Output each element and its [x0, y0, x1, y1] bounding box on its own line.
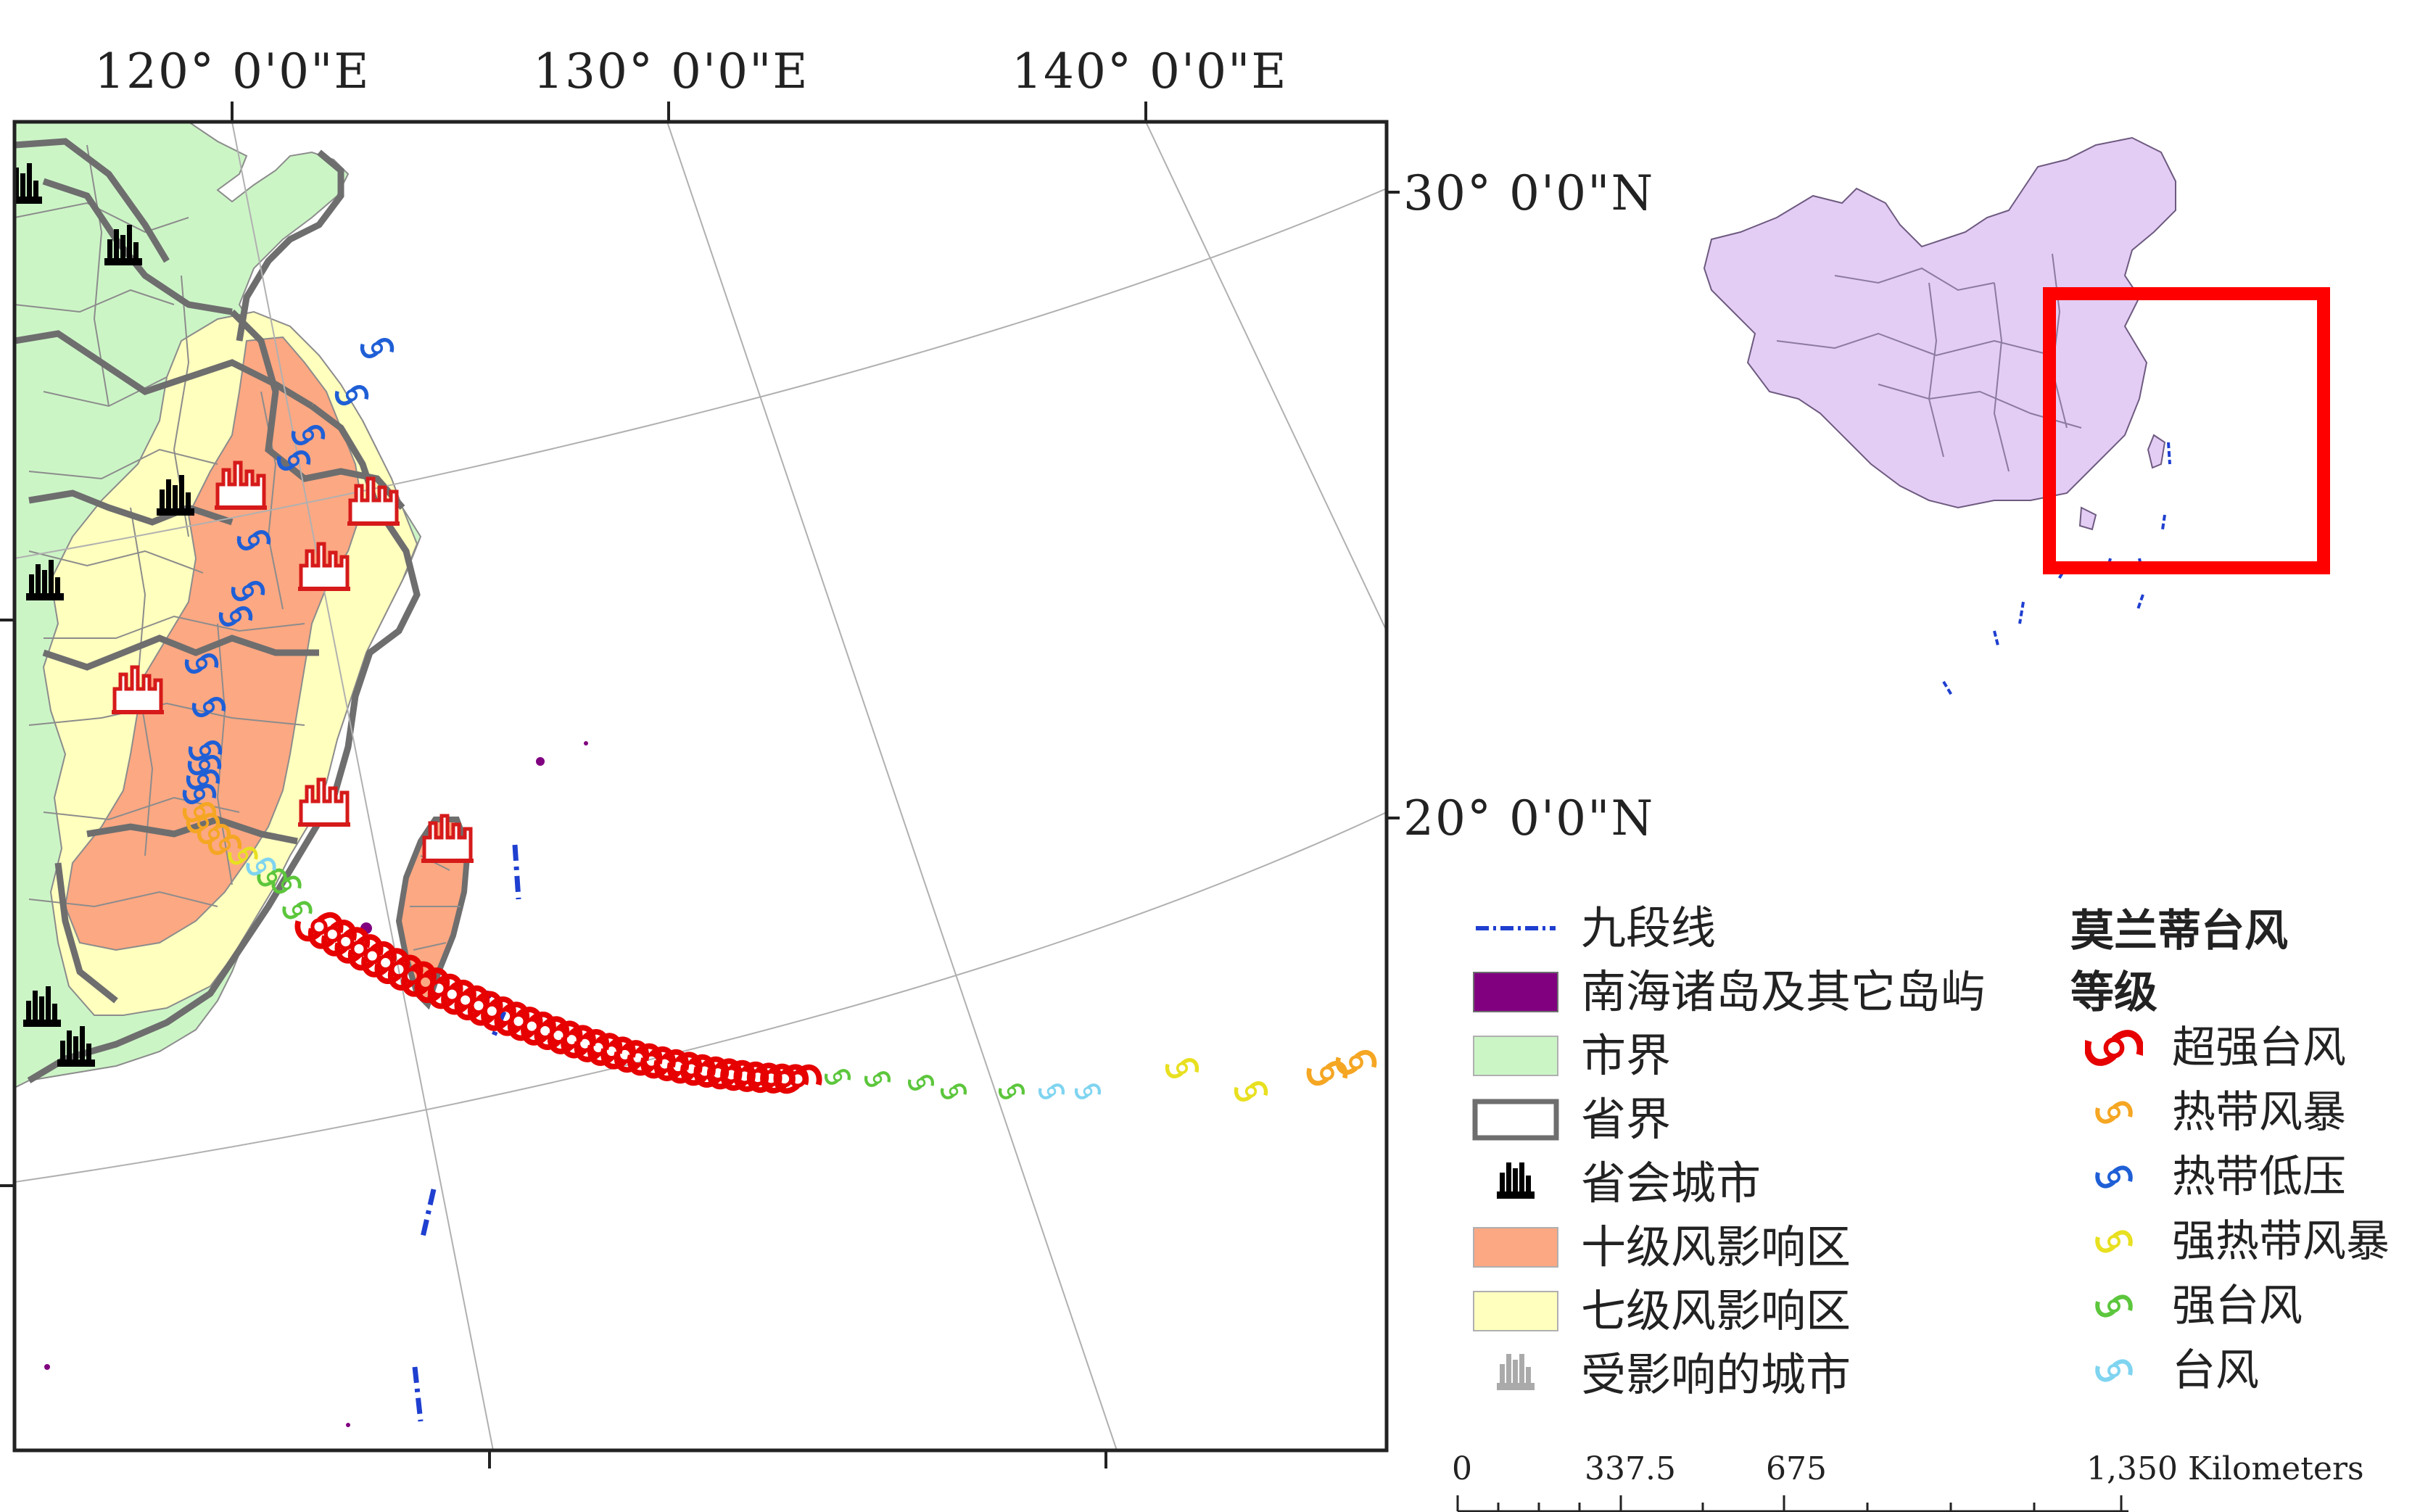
severe-typhoon-icon [2085, 1277, 2143, 1335]
legend-city-boundary: 市界 [1472, 1030, 2023, 1081]
map-frame [12, 120, 1389, 1453]
legend-label: 南海诸岛及其它岛屿 [1581, 965, 1986, 1018]
legend-level7-zone: 七级风影响区 [1472, 1286, 2023, 1337]
tropical-depression-icon [2085, 1148, 2143, 1206]
legend-label: 九段线 [1581, 901, 1717, 954]
lat-label-20: 20° 0'0"N [1403, 790, 1655, 846]
super-typhoon-icon [2085, 1019, 2143, 1077]
legend-label: 十级风影响区 [1581, 1220, 1851, 1273]
legend-level-label: 强热带风暴 [2172, 1216, 2390, 1267]
legend-title: 莫兰蒂台风 [2070, 906, 2288, 957]
legend-province-boundary: 省界 [1472, 1094, 2023, 1145]
lon-label-120: 120° 0'0"E [94, 44, 371, 99]
legend-islands: 南海诸岛及其它岛屿 [1472, 967, 2023, 1017]
graticule [15, 122, 1387, 1450]
scale-label-0: 0 [1452, 1450, 1472, 1487]
legend-label: 省会城市 [1581, 1157, 1762, 1210]
typhoon-icon [2085, 1342, 2143, 1400]
legend-level-2: 热带低压 [2070, 1148, 2411, 1206]
legend-level-4: 强台风 [2070, 1277, 2411, 1335]
legend-label: 受影响的城市 [1581, 1348, 1851, 1401]
legend-label: 七级风影响区 [1581, 1284, 1851, 1337]
legend-label: 省界 [1581, 1093, 1672, 1146]
frame-ticks [0, 102, 1400, 1468]
scale-label-337: 337.5 [1585, 1450, 1676, 1487]
main-map[interactable] [0, 0, 1400, 1512]
legend-level-label: 强台风 [2172, 1281, 2303, 1331]
legend-level-label: 超强台风 [2172, 1023, 2346, 1073]
legend-level10-zone: 十级风影响区 [1472, 1222, 2023, 1273]
legend-level-3: 强热带风暴 [2070, 1213, 2411, 1271]
scale-bar: 0 337.5 675 1,350 Kilometers [1443, 1450, 2393, 1512]
legend-subtitle: 等级 [2070, 967, 2157, 1018]
legend-level-label: 热带低压 [2172, 1152, 2346, 1202]
lon-label-140: 140° 0'0"E [1012, 44, 1288, 99]
legend-capital-city: 省会城市 [1472, 1158, 2023, 1209]
legend-label: 市界 [1581, 1029, 1672, 1082]
legend-affected-city: 受影响的城市 [1472, 1350, 2023, 1400]
legend-level-0: 超强台风 [2070, 1019, 2411, 1077]
legend-nine-dash: 九段线 [1472, 903, 2023, 954]
lat-label-30: 30° 0'0"N [1403, 165, 1655, 221]
scale-label-1350: 1,350 Kilometers [2086, 1450, 2364, 1487]
severe-tropical-storm-icon [2085, 1213, 2143, 1271]
legend-level-label: 热带风暴 [2172, 1087, 2346, 1138]
inset-map [1703, 136, 2330, 698]
legend-level-label: 台风 [2172, 1345, 2259, 1396]
legend-level-1: 热带风暴 [2070, 1083, 2411, 1141]
china-outline [1703, 136, 2176, 509]
tropical-storm-icon [2085, 1083, 2143, 1141]
scale-label-675: 675 [1766, 1450, 1827, 1487]
lon-label-130: 130° 0'0"E [533, 44, 809, 99]
inset-extent-box [2043, 287, 2330, 574]
legend-level-5: 台风 [2070, 1342, 2411, 1400]
